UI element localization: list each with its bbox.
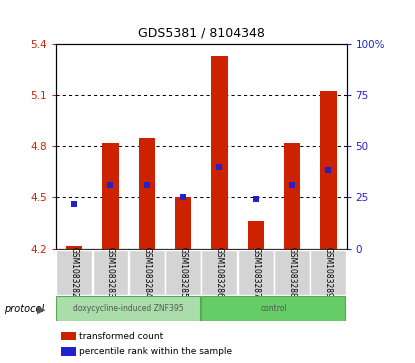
Bar xyxy=(274,250,310,295)
Bar xyxy=(238,250,274,295)
Text: GSM1083284: GSM1083284 xyxy=(142,247,151,298)
Text: GSM1083289: GSM1083289 xyxy=(324,247,333,298)
Text: doxycycline-induced ZNF395: doxycycline-induced ZNF395 xyxy=(73,304,184,313)
Bar xyxy=(165,250,201,295)
Text: GSM1083288: GSM1083288 xyxy=(288,247,297,298)
Bar xyxy=(201,250,237,295)
Text: percentile rank within the sample: percentile rank within the sample xyxy=(79,347,232,356)
Bar xyxy=(66,246,82,249)
Bar xyxy=(320,91,337,249)
Bar xyxy=(61,331,76,340)
Bar xyxy=(248,221,264,249)
Bar xyxy=(103,143,119,249)
Text: GSM1083282: GSM1083282 xyxy=(70,247,79,298)
Bar xyxy=(201,295,345,321)
Bar xyxy=(56,250,92,295)
Text: GSM1083283: GSM1083283 xyxy=(106,247,115,298)
Bar xyxy=(310,250,347,295)
Bar xyxy=(211,56,227,249)
Bar xyxy=(56,295,200,321)
Text: ▶: ▶ xyxy=(37,304,45,314)
Text: transformed count: transformed count xyxy=(79,332,163,341)
Bar xyxy=(93,250,129,295)
Bar xyxy=(129,250,165,295)
Text: GSM1083285: GSM1083285 xyxy=(178,247,188,298)
Bar xyxy=(61,347,76,356)
Text: GSM1083286: GSM1083286 xyxy=(215,247,224,298)
Text: GSM1083287: GSM1083287 xyxy=(251,247,260,298)
Text: protocol: protocol xyxy=(4,304,44,314)
Text: control: control xyxy=(261,304,287,313)
Bar xyxy=(139,138,155,249)
Bar xyxy=(175,197,191,249)
Bar xyxy=(284,143,300,249)
Title: GDS5381 / 8104348: GDS5381 / 8104348 xyxy=(138,26,265,40)
